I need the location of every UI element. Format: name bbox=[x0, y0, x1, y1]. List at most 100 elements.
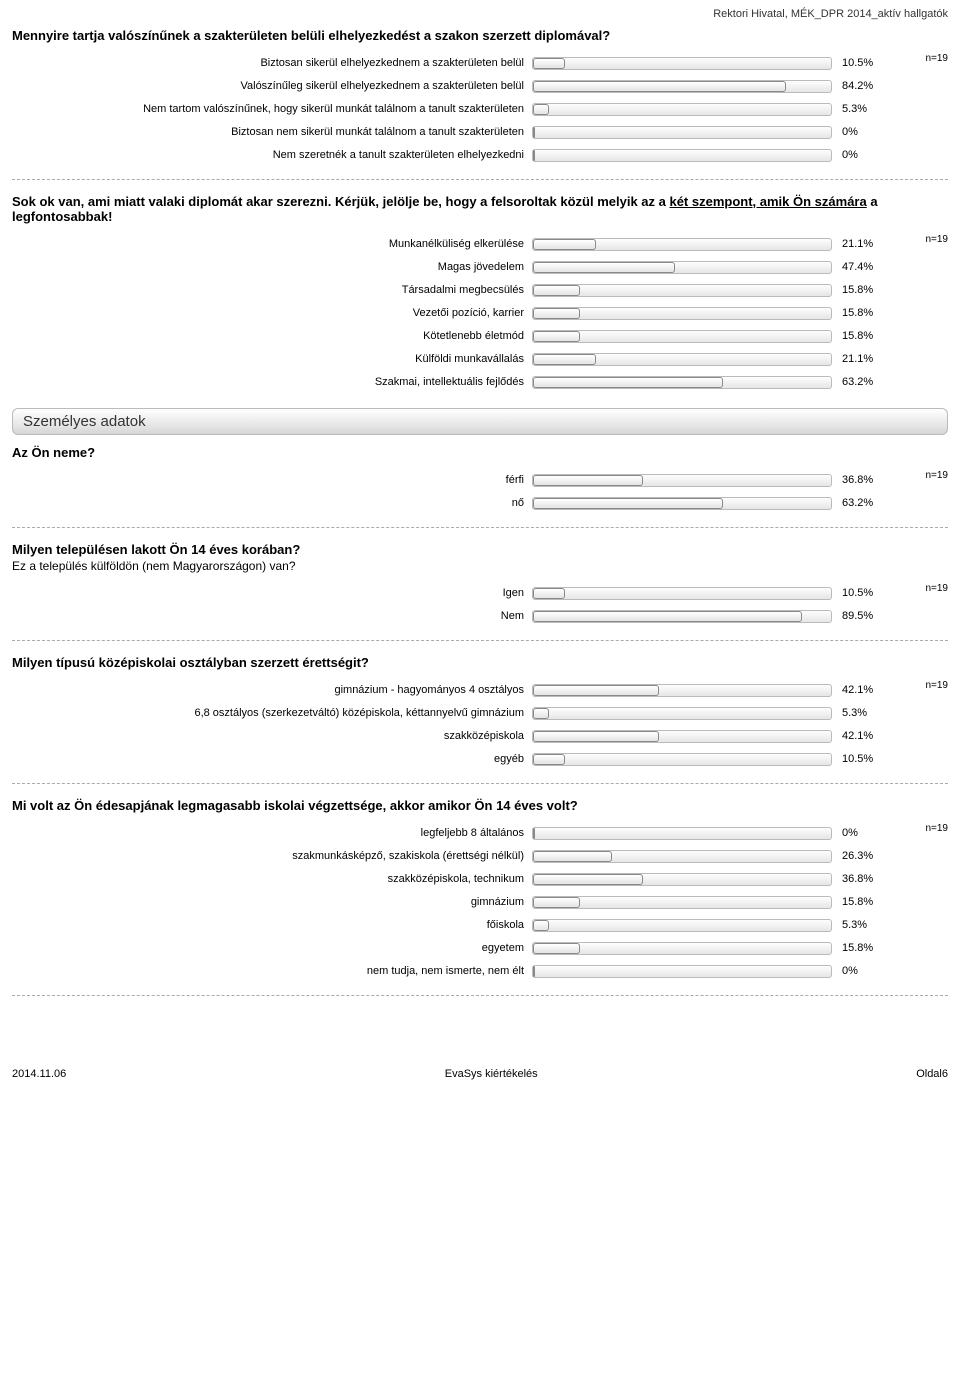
question-title: Az Ön neme? bbox=[12, 445, 948, 460]
bar-fill bbox=[533, 897, 580, 908]
bars-wrap: n=19 Munkanélküliség elkerülése21.1%Maga… bbox=[12, 234, 948, 392]
bar-label: szakközépiskola, technikum bbox=[12, 873, 532, 885]
question-title: Sok ok van, ami miatt valaki diplomát ak… bbox=[12, 194, 948, 224]
question-title: Mi volt az Ön édesapjának legmagasabb is… bbox=[12, 798, 948, 813]
bar-row: Magas jövedelem 47.4% bbox=[12, 257, 948, 277]
bar-row: Munkanélküliség elkerülése21.1% bbox=[12, 234, 948, 254]
bar-fill bbox=[533, 262, 675, 273]
bar-label: Igen bbox=[12, 587, 532, 599]
bar-value: 5.3% bbox=[832, 707, 892, 719]
bar-fill bbox=[533, 285, 580, 296]
bar-track bbox=[532, 707, 832, 720]
bar-label: Kötetlenebb életmód bbox=[12, 330, 532, 342]
bar-label: férfi bbox=[12, 474, 532, 486]
bar-label: Nem szeretnék a tanult szakterületen elh… bbox=[12, 149, 532, 161]
bar-label: Szakmai, intellektuális fejlődés bbox=[12, 376, 532, 388]
bar-label: Magas jövedelem bbox=[12, 261, 532, 273]
bar-value: 42.1% bbox=[832, 730, 892, 742]
bar-track bbox=[532, 80, 832, 93]
bar-row: Nem89.5% bbox=[12, 606, 948, 626]
bar-row: Nem tartom valószínűnek, hogy sikerül mu… bbox=[12, 99, 948, 119]
bar-value: 10.5% bbox=[832, 587, 892, 599]
bar-row: Külföldi munkavállalás 21.1% bbox=[12, 349, 948, 369]
bar-row: Biztosan nem sikerül munkát találnom a t… bbox=[12, 122, 948, 142]
bar-track bbox=[532, 850, 832, 863]
bar-track bbox=[532, 965, 832, 978]
bar-label: Biztosan nem sikerül munkát találnom a t… bbox=[12, 126, 532, 138]
bar-value: 15.8% bbox=[832, 284, 892, 296]
bar-row: Vezetői pozíció, karrier15.8% bbox=[12, 303, 948, 323]
bar-fill bbox=[533, 58, 565, 69]
bar-row: Társadalmi megbecsülés15.8% bbox=[12, 280, 948, 300]
bar-track bbox=[532, 57, 832, 70]
bar-value: 10.5% bbox=[832, 753, 892, 765]
title-underline: két szempont, amik Ön számára bbox=[669, 194, 866, 209]
divider bbox=[12, 640, 948, 641]
bar-fill bbox=[533, 966, 535, 977]
bar-track bbox=[532, 919, 832, 932]
bar-fill bbox=[533, 104, 549, 115]
bar-label: szakmunkásképző, szakiskola (érettségi n… bbox=[12, 850, 532, 862]
bar-value: 26.3% bbox=[832, 850, 892, 862]
bar-row: szakközépiskola, technikum 36.8% bbox=[12, 869, 948, 889]
bar-label: Munkanélküliség elkerülése bbox=[12, 238, 532, 250]
bar-row: Kötetlenebb életmód 15.8% bbox=[12, 326, 948, 346]
bars-wrap: n=19 gimnázium - hagyományos 4 osztályos… bbox=[12, 680, 948, 769]
bar-label: Külföldi munkavállalás bbox=[12, 353, 532, 365]
bar-track bbox=[532, 497, 832, 510]
bars-wrap: n=19 legfeljebb 8 általános0%szakmunkásk… bbox=[12, 823, 948, 981]
bar-value: 84.2% bbox=[832, 80, 892, 92]
bar-track bbox=[532, 149, 832, 162]
bar-label: főiskola bbox=[12, 919, 532, 931]
bar-value: 15.8% bbox=[832, 330, 892, 342]
bar-row: szakközépiskola42.1% bbox=[12, 726, 948, 746]
bar-fill bbox=[533, 920, 549, 931]
bar-track bbox=[532, 942, 832, 955]
footer-center: EvaSys kiértékelés bbox=[445, 1068, 538, 1080]
bar-fill bbox=[533, 851, 612, 862]
bars-wrap: n=19 Igen10.5%Nem89.5% bbox=[12, 583, 948, 626]
bar-row: férfi 36.8% bbox=[12, 470, 948, 490]
bar-row: gimnázium - hagyományos 4 osztályos 42.1% bbox=[12, 680, 948, 700]
bar-fill bbox=[533, 239, 596, 250]
bar-value: 21.1% bbox=[832, 353, 892, 365]
bar-value: 0% bbox=[832, 126, 892, 138]
bar-value: 36.8% bbox=[832, 873, 892, 885]
bar-label: nő bbox=[12, 497, 532, 509]
bar-track bbox=[532, 474, 832, 487]
bar-track bbox=[532, 103, 832, 116]
question-block-reasons: Sok ok van, ami miatt valaki diplomát ak… bbox=[12, 194, 948, 392]
question-block-school-type: Milyen típusú középiskolai osztályban sz… bbox=[12, 655, 948, 769]
bar-row: Nem szeretnék a tanult szakterületen elh… bbox=[12, 145, 948, 165]
bar-label: gimnázium bbox=[12, 896, 532, 908]
bar-fill bbox=[533, 754, 565, 765]
bar-row: 6,8 osztályos (szerkezetváltó) középisko… bbox=[12, 703, 948, 723]
bar-fill bbox=[533, 475, 643, 486]
divider bbox=[12, 783, 948, 784]
bar-value: 15.8% bbox=[832, 942, 892, 954]
bar-row: gimnázium15.8% bbox=[12, 892, 948, 912]
page-header-org: Rektori Hivatal, MÉK_DPR 2014_aktív hall… bbox=[12, 8, 948, 20]
bar-fill bbox=[533, 331, 580, 342]
bar-value: 89.5% bbox=[832, 610, 892, 622]
bar-value: 47.4% bbox=[832, 261, 892, 273]
bar-label: 6,8 osztályos (szerkezetváltó) középisko… bbox=[12, 707, 532, 719]
bar-value: 0% bbox=[832, 149, 892, 161]
bar-label: Nem tartom valószínűnek, hogy sikerül mu… bbox=[12, 103, 532, 115]
bar-row: egyetem15.8% bbox=[12, 938, 948, 958]
bar-row: Valószínűleg sikerül elhelyezkednem a sz… bbox=[12, 76, 948, 96]
bar-label: gimnázium - hagyományos 4 osztályos bbox=[12, 684, 532, 696]
bar-label: Vezetői pozíció, karrier bbox=[12, 307, 532, 319]
bar-label: Biztosan sikerül elhelyezkednem a szakte… bbox=[12, 57, 532, 69]
bar-row: egyéb10.5% bbox=[12, 749, 948, 769]
bar-value: 36.8% bbox=[832, 474, 892, 486]
bar-value: 5.3% bbox=[832, 103, 892, 115]
bar-track bbox=[532, 730, 832, 743]
bar-value: 42.1% bbox=[832, 684, 892, 696]
footer-date: 2014.11.06 bbox=[12, 1068, 66, 1080]
bar-fill bbox=[533, 81, 786, 92]
bar-track bbox=[532, 684, 832, 697]
footer-page: Oldal6 bbox=[916, 1068, 948, 1080]
bar-row: főiskola5.3% bbox=[12, 915, 948, 935]
bar-fill bbox=[533, 685, 659, 696]
